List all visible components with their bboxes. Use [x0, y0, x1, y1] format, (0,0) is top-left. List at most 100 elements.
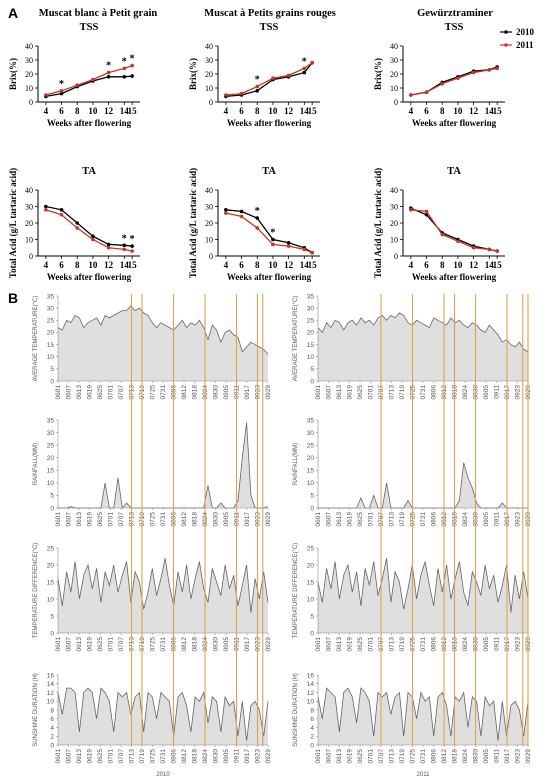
x-tick-label: 0725 [150, 385, 157, 400]
x-tick-label: 14 [300, 260, 310, 270]
y-axis-label: RAINFALL(MM) [33, 443, 39, 485]
legend-label-2010: 2010 [516, 27, 535, 37]
significance-mark: * [122, 56, 127, 67]
x-tick-label: 0619 [87, 749, 94, 764]
chart-title: TSS [80, 22, 99, 33]
y-axis-label: TEMPERATURE DIFFERENCE(°C) [33, 543, 39, 639]
x-tick-label: 0607 [326, 637, 333, 652]
series-line [317, 312, 529, 353]
data-point-2011 [424, 209, 429, 214]
x-tick-label: 0923 [515, 749, 522, 764]
x-tick-label: 0613 [336, 385, 343, 400]
x-axis-label: Weeks after flowering [412, 118, 497, 128]
y-tick-label: 5 [50, 493, 54, 500]
x-tick-label: 0731 [420, 512, 427, 527]
y-tick-label: 30 [390, 56, 398, 65]
x-tick-label: 0818 [192, 749, 199, 764]
data-point-2011 [487, 68, 492, 72]
series-line [57, 558, 269, 613]
y-tick-label: 20 [307, 455, 315, 462]
variety-title-1: Muscat blanc à Petit grain [39, 8, 158, 19]
x-tick-label: 0719 [399, 637, 406, 652]
x-tick-label: 0713 [389, 512, 396, 527]
data-point-2011 [495, 249, 499, 253]
x-tick-label: 0824 [202, 749, 209, 764]
x-tick-label: 4 [409, 260, 414, 270]
x-tick-label: 0613 [76, 749, 83, 764]
y-tick-label: 15 [47, 579, 55, 586]
data-point-2011 [255, 84, 260, 89]
x-tick-label: 0725 [150, 637, 157, 652]
data-point-2011 [239, 91, 244, 96]
x-tick-label: 0929 [525, 512, 532, 527]
x-tick-label: 0619 [347, 749, 354, 764]
series-line-2011 [225, 62, 313, 96]
x-tick-label: 0830 [473, 749, 480, 764]
x-tick-label: 10 [453, 106, 463, 116]
x-tick-label: 0905 [223, 385, 230, 400]
x-tick-label: 0625 [357, 512, 364, 527]
area-fill [58, 688, 268, 745]
data-point-2011 [271, 242, 275, 247]
x-tick-label: 0911 [234, 637, 241, 651]
y-tick-label: 0 [310, 630, 314, 637]
x-tick-label: 4 [224, 106, 229, 116]
legend-marker-2010 [504, 30, 508, 34]
weather-chart-2010-4: 02 4 6 810 12 14 16 SUNSHINE DURATION (H) 0601 06… [33, 672, 272, 763]
y-tick-label: 0 [50, 378, 54, 385]
y-tick-label: 10 [205, 236, 213, 245]
x-tick-label: 0701 [368, 637, 375, 652]
chart-title: TA [447, 166, 461, 177]
x-tick-label: 0923 [515, 385, 522, 400]
x-tick-label: 6 [424, 260, 429, 270]
x-tick-label: 0812 [441, 512, 448, 527]
x-tick-label: 0929 [525, 749, 532, 764]
x-tick-label: 0731 [420, 637, 427, 652]
x-tick-label: 0625 [357, 637, 364, 652]
data-point-2011 [255, 226, 260, 230]
x-tick-label: 0613 [336, 749, 343, 764]
weather-chart-2010-3: 0 5 10 15 20 25 TEMPERATURE DIFFERENCE(°C) 0601… [33, 543, 272, 652]
data-point-2011 [409, 93, 413, 97]
x-tick-label: 0613 [336, 512, 343, 527]
data-point-2011 [440, 232, 445, 237]
x-tick-label: 12 [469, 106, 479, 116]
x-tick-label: 15 [128, 260, 138, 270]
x-tick-label: 12 [104, 106, 114, 116]
x-tick-label: 0830 [473, 637, 480, 652]
x-tick-label: 0601 [315, 512, 322, 527]
data-point-2011 [302, 66, 307, 71]
data-point-2010 [106, 75, 111, 79]
x-tick-label: 0607 [66, 637, 73, 652]
data-point-2010 [59, 208, 64, 212]
x-tick-label: 15 [128, 106, 138, 116]
y-tick-label: 10 [307, 354, 315, 361]
y-tick-label: 35 [47, 293, 55, 300]
x-axis-label: Weeks after flowering [47, 118, 132, 128]
x-tick-label: 0806 [171, 512, 178, 527]
x-tick-label: 0929 [525, 385, 532, 400]
x-tick-label: 0929 [265, 385, 272, 400]
variety-title-3: Gewürztraminer [417, 8, 493, 19]
panel-a-label: A [8, 5, 18, 21]
y-tick-label: 10 [307, 699, 315, 706]
y-tick-label: 14 [307, 681, 315, 688]
area-fill [58, 558, 268, 633]
y-axis-label: Brix(%) [8, 58, 18, 90]
y-tick-label: 20 [205, 219, 213, 228]
y-tick-label: 40 [25, 186, 33, 195]
x-tick-label: 10 [88, 260, 98, 270]
x-tick-label: 0806 [171, 749, 178, 764]
x-tick-label: 0806 [171, 385, 178, 400]
x-tick-label: 0911 [494, 512, 501, 526]
x-tick-label: 0923 [255, 637, 262, 652]
y-tick-label: 20 [47, 562, 55, 569]
data-point-2010 [75, 221, 80, 225]
y-tick-label: 0 [50, 630, 54, 637]
y-tick-label: 30 [205, 56, 213, 65]
data-point-2010 [130, 244, 134, 248]
x-tick-label: 0619 [87, 385, 94, 400]
y-tick-label: 40 [25, 42, 33, 51]
